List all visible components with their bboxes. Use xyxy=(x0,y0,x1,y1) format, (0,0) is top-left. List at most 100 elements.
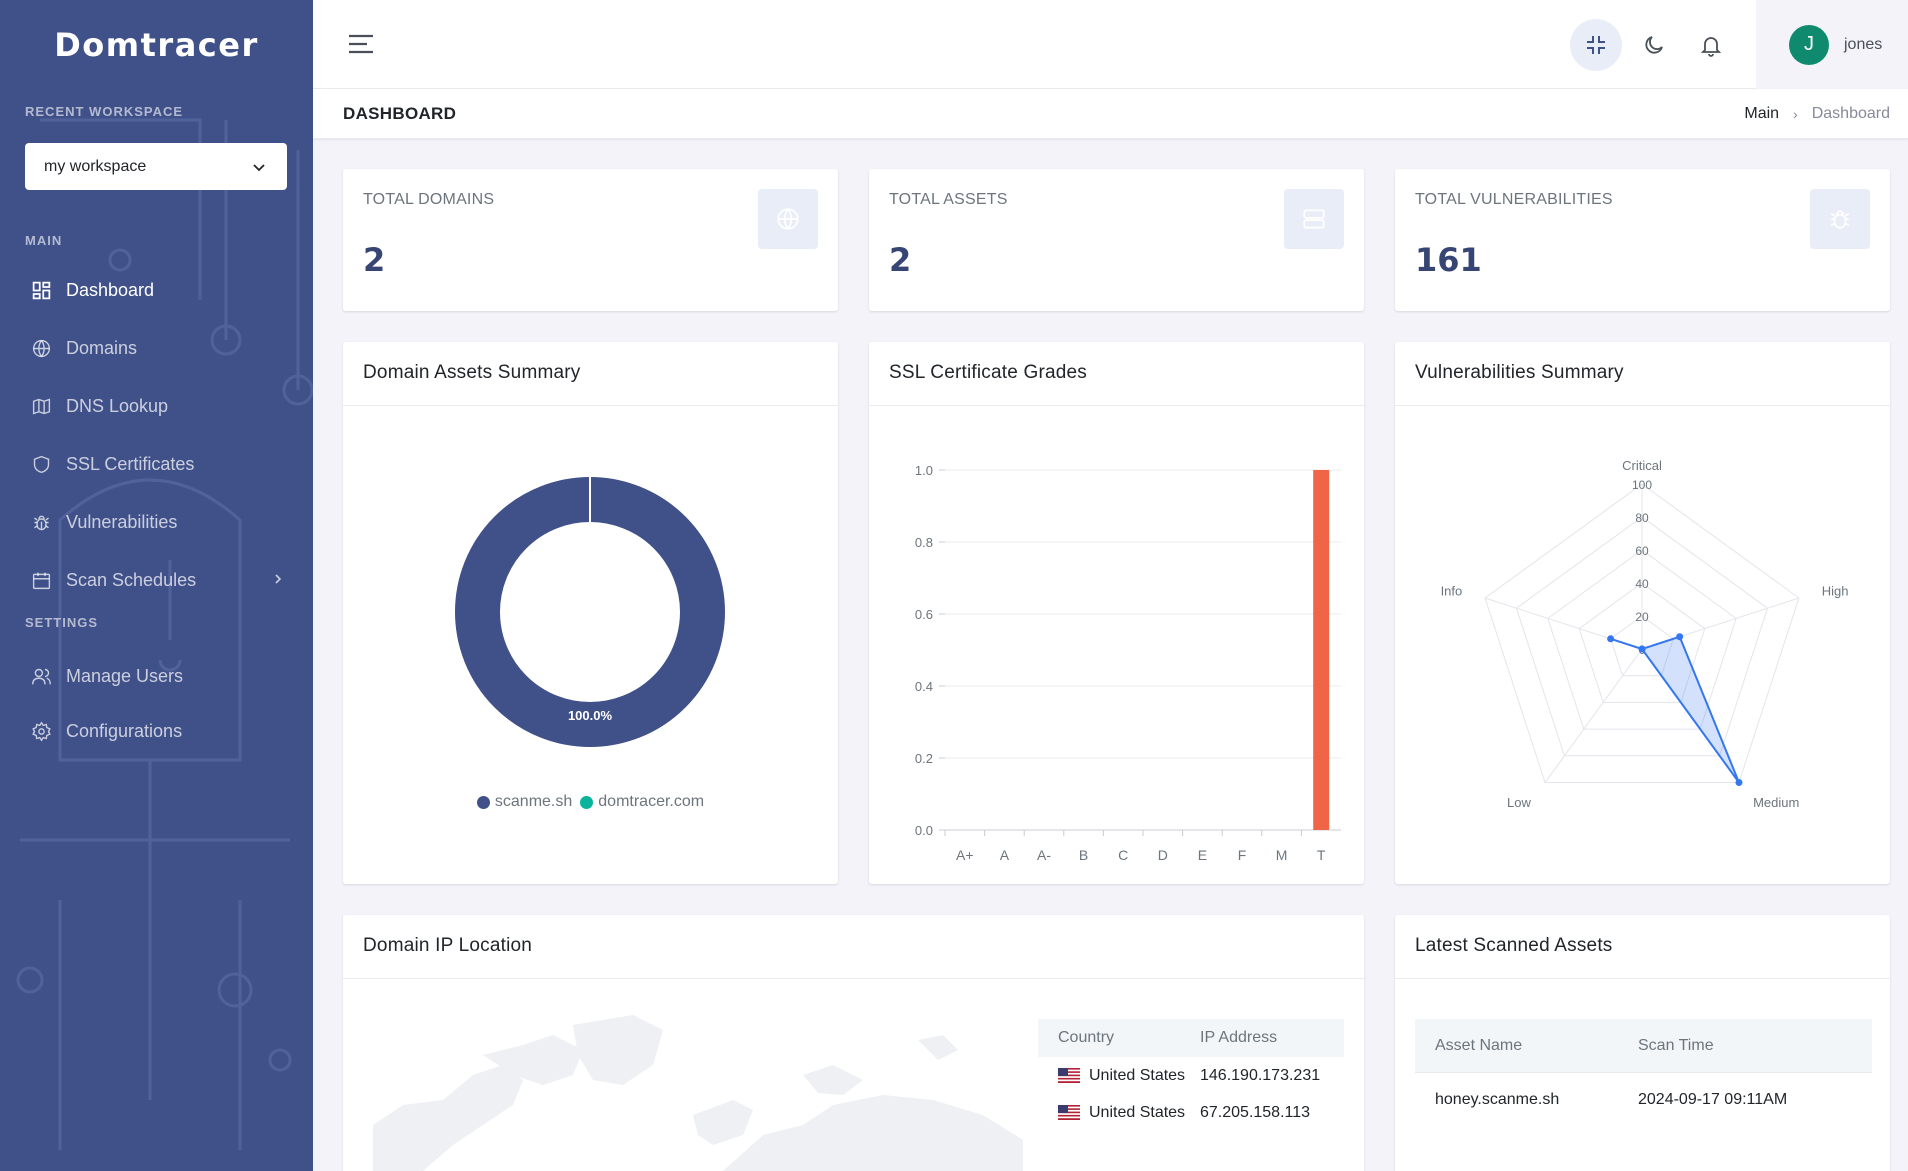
bell-icon xyxy=(1700,37,1722,57)
column-header-ip-address: IP Address xyxy=(1200,1029,1278,1046)
stat-card-total-domains: TOTAL DOMAINS 2 xyxy=(343,169,838,311)
sidebar-item-vulnerabilities[interactable]: Vulnerabilities xyxy=(0,493,313,551)
radar-series-area xyxy=(1610,635,1740,784)
table-row: United States 146.190.173.231 xyxy=(1038,1057,1344,1094)
sidebar-item-label: Scan Schedules xyxy=(66,569,197,590)
stat-value: 2 xyxy=(889,241,912,279)
sidebar-item-label: Configurations xyxy=(66,720,183,741)
hamburger-menu-icon[interactable] xyxy=(347,31,375,57)
table-row: United States 67.205.158.113 xyxy=(1038,1094,1344,1131)
stat-icon-box xyxy=(1284,189,1344,249)
avatar: J xyxy=(1789,24,1829,65)
chevron-right-icon xyxy=(275,574,282,584)
stat-card-total-assets: TOTAL ASSETS 2 xyxy=(869,169,1364,311)
radar-point xyxy=(1607,635,1615,643)
domain-assets-summary-card: Domain Assets Summary 100.0% scanme.sh d… xyxy=(343,342,838,884)
latest-assets-table: Asset Name Scan Time honey.scanme.sh 202… xyxy=(1415,1019,1872,1127)
stat-label: TOTAL ASSETS xyxy=(889,191,1008,208)
sidebar-item-label: DNS Lookup xyxy=(66,395,169,416)
sidebar-item-configurations[interactable]: Configurations xyxy=(0,703,313,759)
ip-cell: 146.190.173.231 xyxy=(1200,1066,1321,1084)
x-tick-label: D xyxy=(1158,847,1168,863)
breadcrumb-current: Dashboard xyxy=(1811,105,1890,122)
sidebar-item-dns-lookup[interactable]: DNS Lookup xyxy=(0,377,313,435)
shield-icon xyxy=(30,453,52,475)
brand-logo[interactable]: Domtracer xyxy=(54,25,259,64)
x-tick-label: F xyxy=(1238,847,1247,863)
stat-value: 2 xyxy=(363,241,386,279)
radar-tick-label: 100 xyxy=(1632,478,1652,492)
main-menu-title: MAIN xyxy=(25,233,63,248)
sidebar-item-label: Dashboard xyxy=(66,279,155,300)
table-header: Country IP Address xyxy=(1038,1019,1344,1057)
dark-mode-toggle-button[interactable] xyxy=(1628,19,1680,71)
stat-icon-box xyxy=(758,189,818,249)
breadcrumb: Main › Dashboard xyxy=(1744,105,1890,123)
sidebar-item-scan-schedules[interactable]: Scan Schedules xyxy=(0,551,313,609)
sidebar-item-label: SSL Certificates xyxy=(66,453,195,474)
page-title: DASHBOARD xyxy=(343,104,457,123)
ip-location-table: Country IP Address United States 146.190… xyxy=(1038,1019,1344,1131)
radar-axis-label: Critical xyxy=(1622,458,1662,473)
workspace-select[interactable]: my workspace xyxy=(25,143,287,190)
sidebar-item-label: Manage Users xyxy=(66,665,184,686)
y-tick-label: 0.0 xyxy=(915,823,933,838)
x-tick-label: A- xyxy=(1037,847,1051,863)
stat-label: TOTAL DOMAINS xyxy=(363,191,495,208)
sidebar-item-label: Domains xyxy=(66,337,138,358)
radar-tick-label: 20 xyxy=(1635,610,1649,624)
x-tick-label: C xyxy=(1118,847,1128,863)
card-title: Domain IP Location xyxy=(343,915,1364,979)
world-map[interactable] xyxy=(363,1005,1023,1171)
workspace-select-value: my workspace xyxy=(44,157,147,175)
stat-label: TOTAL VULNERABILITIES xyxy=(1415,191,1613,208)
sidebar-item-label: Vulnerabilities xyxy=(66,511,178,532)
bug-icon xyxy=(30,511,52,533)
globe-icon xyxy=(30,337,52,359)
card-title: Domain Assets Summary xyxy=(343,342,838,406)
column-header-scan-time: Scan Time xyxy=(1638,1036,1714,1054)
topbar: J jones xyxy=(313,0,1908,89)
y-tick-label: 1.0 xyxy=(915,463,933,478)
sidebar-item-domains[interactable]: Domains xyxy=(0,319,313,377)
x-tick-label: M xyxy=(1276,847,1288,863)
breadcrumb-main-link[interactable]: Main xyxy=(1744,105,1780,122)
radar-tick-label: 40 xyxy=(1635,577,1649,591)
radar-grid-ring xyxy=(1578,582,1706,703)
y-tick-label: 0.4 xyxy=(915,679,933,694)
notifications-button[interactable] xyxy=(1685,19,1737,71)
sidebar-item-dashboard[interactable]: Dashboard xyxy=(0,261,313,319)
stat-icon-box xyxy=(1810,189,1870,249)
ssl-certificate-grades-card: SSL Certificate Grades 0.0 0.2 0.4 0.6 0.8 1.… xyxy=(869,342,1364,884)
us-flag-icon xyxy=(1058,1105,1080,1120)
legend-item[interactable]: domtracer.com xyxy=(580,793,704,811)
radar-axis-label: High xyxy=(1822,584,1849,599)
radar-spoke xyxy=(1544,648,1643,783)
donut-slice xyxy=(455,477,725,747)
y-tick-label: 0.2 xyxy=(915,751,933,766)
x-tick-label: T xyxy=(1317,847,1326,863)
radar-point xyxy=(1676,633,1684,641)
domain-ip-location-card: Domain IP Location Country IP Address Un… xyxy=(343,915,1364,1171)
vulnerabilities-summary-card: Vulnerabilities Summary 020406080100Crit… xyxy=(1395,342,1890,884)
radar-tick-label: 60 xyxy=(1635,544,1649,558)
legend-item[interactable]: scanme.sh xyxy=(476,793,572,811)
fullscreen-toggle-button[interactable] xyxy=(1570,19,1622,71)
table-row[interactable]: honey.scanme.sh 2024-09-17 09:11AM xyxy=(1415,1073,1872,1127)
sidebar-item-manage-users[interactable]: Manage Users xyxy=(0,649,313,703)
circuit-background xyxy=(16,118,313,1150)
radar-axis-label: Medium xyxy=(1753,795,1799,810)
x-tick-label: E xyxy=(1198,847,1207,863)
column-header-country: Country xyxy=(1058,1029,1115,1046)
gear-icon xyxy=(30,720,52,742)
country-cell: United States xyxy=(1089,1066,1186,1084)
x-tick-label: A+ xyxy=(956,847,974,863)
sidebar: Domtracer RECENT WORKSPACE my workspace … xyxy=(0,0,313,1171)
stat-card-total-vulnerabilities: TOTAL VULNERABILITIES 161 xyxy=(1395,169,1890,311)
globe-icon xyxy=(777,208,799,230)
sidebar-item-ssl-certificates[interactable]: SSL Certificates xyxy=(0,435,313,493)
user-menu[interactable]: J jones xyxy=(1756,0,1908,89)
radar-axis-label: Info xyxy=(1441,584,1463,599)
radar-point xyxy=(1735,778,1743,786)
x-tick-label: B xyxy=(1079,847,1088,863)
